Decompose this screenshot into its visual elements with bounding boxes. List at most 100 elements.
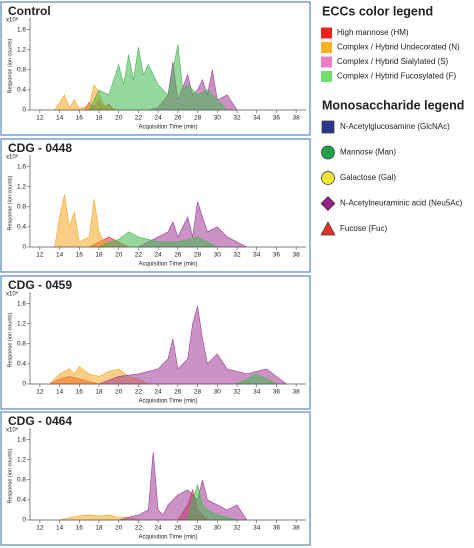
legend-swatch — [321, 42, 332, 53]
legend-title: ECCs color legend — [322, 4, 433, 18]
x-tick-label: 12 — [36, 525, 44, 532]
x-tick-label: 20 — [115, 252, 123, 259]
x-tick-label: 30 — [214, 115, 222, 122]
panel-title: CDG - 0448 — [8, 141, 72, 155]
x-axis-title: Acquisition Time (min) — [138, 399, 197, 405]
panel-title: Control — [8, 4, 51, 18]
x-tick-label: 30 — [214, 525, 222, 532]
x-tick-label: 26 — [174, 115, 182, 122]
x-axis-title: Acquisition Time (min) — [138, 125, 197, 131]
x-tick-label: 20 — [115, 389, 123, 396]
x-tick-label: 38 — [293, 525, 301, 532]
x-tick-label: 22 — [135, 525, 143, 532]
panel-frame — [0, 138, 311, 273]
x-tick-label: 12 — [36, 252, 44, 259]
x-tick-label: 14 — [56, 115, 64, 122]
x-tick-label: 28 — [194, 389, 202, 396]
y-tick-label: 1.2 — [17, 456, 26, 463]
symbol-circle — [321, 145, 335, 160]
x-tick-label: 32 — [233, 115, 241, 122]
x-tick-label: 22 — [135, 252, 143, 259]
x-tick-label: 34 — [253, 115, 261, 122]
y-axis-title: Response (ion counts) — [7, 175, 13, 230]
x-tick-label: 32 — [233, 389, 241, 396]
y-tick-label: 1.2 — [17, 46, 26, 53]
legend-label: Complex / Hybrid Undecorated (N) — [337, 43, 460, 52]
legend-swatch — [321, 56, 332, 68]
y-unit: x10⁶ — [6, 427, 19, 434]
peak-area — [88, 44, 228, 111]
y-axis-title: Response (ion counts) — [7, 448, 13, 503]
x-tick-label: 22 — [135, 115, 143, 122]
x-tick-label: 34 — [253, 525, 261, 532]
x-axis-title: Acquisition Time (min) — [138, 535, 197, 541]
peak-area — [98, 231, 218, 248]
x-tick-label: 28 — [194, 525, 202, 532]
legend-label: Galactose (Gal) — [340, 173, 396, 182]
y-tick-label: 1.2 — [17, 183, 26, 190]
x-tick-label: 24 — [155, 252, 163, 259]
x-tick-label: 30 — [214, 252, 222, 259]
x-tick-label: 18 — [95, 389, 103, 396]
panel-frame — [0, 411, 311, 546]
x-tick-label: 36 — [273, 389, 281, 396]
x-tick-label: 12 — [36, 389, 44, 396]
symbol-circle — [321, 171, 335, 185]
peak-area — [138, 201, 247, 248]
y-tick-label: 0 — [22, 244, 26, 251]
y-tick-label: 0.4 — [17, 497, 26, 504]
legend-label: Fucose (Fuc) — [340, 224, 387, 233]
panel-frame — [0, 275, 311, 410]
x-tick-label: 22 — [135, 389, 143, 396]
y-tick-label: 1.2 — [17, 320, 26, 327]
x-tick-label: 34 — [253, 389, 261, 396]
y-tick-label: 0.8 — [17, 203, 26, 210]
x-tick-label: 28 — [194, 115, 202, 122]
y-axis-title: Response (ion counts) — [7, 38, 13, 93]
x-tick-label: 26 — [174, 389, 182, 396]
panel-frame — [0, 1, 311, 136]
legend-swatch — [321, 27, 332, 39]
peak-area — [98, 305, 288, 385]
x-tick-label: 26 — [174, 252, 182, 259]
legend-label: Complex / Hybrid Fucosylated (F) — [337, 72, 456, 81]
x-tick-label: 28 — [194, 252, 202, 259]
y-unit: x10⁶ — [6, 17, 19, 24]
x-tick-label: 38 — [293, 115, 301, 122]
legend-label: N-Acetylglucosamine (GlcNAc) — [340, 122, 450, 131]
y-tick-label: 0.4 — [17, 87, 26, 94]
x-tick-label: 18 — [95, 525, 103, 532]
y-tick-label: 0 — [22, 517, 26, 524]
x-tick-label: 34 — [253, 252, 261, 259]
x-tick-label: 36 — [273, 525, 281, 532]
panel-title: CDG - 0464 — [8, 414, 72, 428]
x-tick-label: 36 — [273, 252, 281, 259]
y-axis-title: Response (ion counts) — [7, 312, 13, 367]
legend-label: Complex / Hybrid Sialylated (S) — [337, 57, 448, 66]
x-axis-title: Acquisition Time (min) — [138, 262, 197, 268]
y-tick-label: 0 — [22, 107, 26, 114]
y-tick-label: 1.6 — [17, 163, 26, 170]
panel-title: CDG - 0459 — [8, 278, 72, 292]
x-tick-label: 18 — [95, 115, 103, 122]
x-tick-label: 12 — [36, 115, 44, 122]
x-tick-label: 26 — [174, 525, 182, 532]
legend-label: N-Acetylneuraminic acid (Neu5Ac) — [340, 199, 463, 208]
symbol-diamond — [320, 196, 336, 211]
y-tick-label: 1.6 — [17, 436, 26, 443]
x-tick-label: 24 — [155, 115, 163, 122]
x-tick-label: 24 — [155, 389, 163, 396]
x-tick-label: 14 — [56, 525, 64, 532]
peak-area — [54, 194, 114, 248]
y-tick-label: 0.4 — [17, 224, 26, 231]
peak-area — [187, 483, 238, 521]
x-tick-label: 16 — [76, 252, 84, 259]
x-tick-label: 14 — [56, 389, 64, 396]
y-tick-label: 1.6 — [17, 26, 26, 33]
legend-swatch — [321, 71, 332, 82]
x-tick-label: 20 — [115, 525, 123, 532]
x-tick-label: 16 — [76, 525, 84, 532]
x-tick-label: 18 — [95, 252, 103, 259]
